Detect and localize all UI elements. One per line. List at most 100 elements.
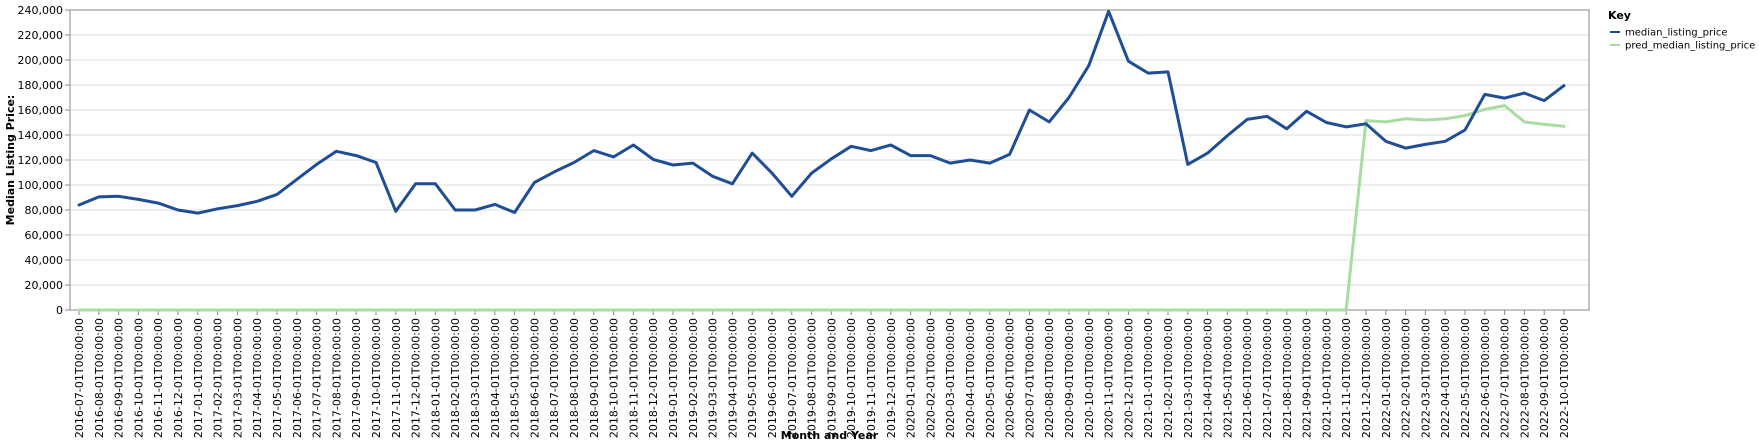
x-tick-label: 2019-09-01T00:00:00 <box>825 318 838 438</box>
x-tick-label: 2017-01-01T00:00:00 <box>192 318 205 438</box>
x-tick-label: 2022-04-01T00:00:00 <box>1439 318 1452 438</box>
x-tick-label: 2016-07-01T00:00:00 <box>73 318 86 438</box>
x-tick-label: 2018-04-01T00:00:00 <box>489 318 502 438</box>
x-tick-label: 2019-10-01T00:00:00 <box>845 318 858 438</box>
x-tick-label: 2020-08-01T00:00:00 <box>1043 318 1056 438</box>
x-tick-label: 2022-08-01T00:00:00 <box>1518 318 1531 438</box>
axes: 0 20,000 40,000 60,000 80,000 100,000 120,000 1… <box>18 4 1590 438</box>
series-line-median-listing-price <box>77 9 1566 215</box>
x-tick-label: 2019-05-01T00:00:00 <box>746 318 759 438</box>
legend-label: median_listing_price <box>1625 28 1728 39</box>
x-tick-label: 2019-07-01T00:00:00 <box>786 318 799 438</box>
y-tick-label: 40,000 <box>25 254 64 267</box>
x-tick-label: 2020-07-01T00:00:00 <box>1023 318 1036 438</box>
x-tick-label: 2021-09-01T00:00:00 <box>1301 318 1314 438</box>
x-tick-label: 2021-11-01T00:00:00 <box>1340 318 1353 438</box>
x-tick-label: 2020-12-01T00:00:00 <box>1122 318 1135 438</box>
x-tick-label: 2021-06-01T00:00:00 <box>1241 318 1254 438</box>
x-tick-label: 2016-08-01T00:00:00 <box>93 318 106 438</box>
x-tick-label: 2020-01-01T00:00:00 <box>905 318 918 438</box>
x-tick-label: 2017-06-01T00:00:00 <box>291 318 304 438</box>
x-tick-label: 2021-05-01T00:00:00 <box>1221 318 1234 438</box>
x-tick-label: 2022-09-01T00:00:00 <box>1538 318 1551 438</box>
x-tick-label: 2017-02-01T00:00:00 <box>212 318 225 438</box>
x-tick-label: 2019-01-01T00:00:00 <box>667 318 680 438</box>
x-tick-label: 2020-02-01T00:00:00 <box>924 318 937 438</box>
x-tick-label: 2017-04-01T00:00:00 <box>251 318 264 438</box>
y-tick-label: 200,000 <box>18 54 64 67</box>
x-tick-label: 2018-05-01T00:00:00 <box>509 318 522 438</box>
y-tick-label: 240,000 <box>18 4 64 17</box>
x-tick-label: 2020-04-01T00:00:00 <box>964 318 977 438</box>
x-tick-label: 2017-05-01T00:00:00 <box>271 318 284 438</box>
x-tick-label: 2020-05-01T00:00:00 <box>984 318 997 438</box>
x-tick-label: 2022-02-01T00:00:00 <box>1400 318 1413 438</box>
x-tick-label: 2022-10-01T00:00:00 <box>1558 318 1571 438</box>
x-tick-label: 2016-11-01T00:00:00 <box>152 318 165 438</box>
y-tick-label: 20,000 <box>25 279 64 292</box>
x-tick-label: 2021-03-01T00:00:00 <box>1182 318 1195 438</box>
x-tick-label: 2019-11-01T00:00:00 <box>865 318 878 438</box>
x-tick-label: 2020-09-01T00:00:00 <box>1063 318 1076 438</box>
y-tick-label: 180,000 <box>18 79 64 92</box>
x-tick-label: 2021-10-01T00:00:00 <box>1320 318 1333 438</box>
x-tick-label: 2021-04-01T00:00:00 <box>1202 318 1215 438</box>
x-tick-label: 2018-06-01T00:00:00 <box>528 318 541 438</box>
x-tick-label: 2020-11-01T00:00:00 <box>1103 318 1116 438</box>
x-tick-label: 2016-10-01T00:00:00 <box>132 318 145 438</box>
x-tick-label: 2017-08-01T00:00:00 <box>330 318 343 438</box>
legend: Key median_listing_price pred_median_list… <box>1608 9 1755 52</box>
x-tick-label: 2022-01-01T00:00:00 <box>1380 318 1393 438</box>
x-tick-label: 2019-02-01T00:00:00 <box>687 318 700 438</box>
x-tick-label: 2017-11-01T00:00:00 <box>390 318 403 438</box>
x-tick-label: 2021-12-01T00:00:00 <box>1360 318 1373 438</box>
x-tick-label: 2022-05-01T00:00:00 <box>1459 318 1472 438</box>
x-tick-label: 2018-09-01T00:00:00 <box>588 318 601 438</box>
x-tick-label: 2017-12-01T00:00:00 <box>410 318 423 438</box>
x-tick-label: 2017-03-01T00:00:00 <box>231 318 244 438</box>
y-axis-title: Median Listing Price: <box>4 95 17 226</box>
x-tick-label: 2019-12-01T00:00:00 <box>885 318 898 438</box>
x-tick-label: 2018-12-01T00:00:00 <box>647 318 660 438</box>
y-tick-label: 60,000 <box>25 229 64 242</box>
x-tick-label: 2016-09-01T00:00:00 <box>113 318 126 438</box>
x-tick-label: 2017-09-01T00:00:00 <box>350 318 363 438</box>
y-tick-label: 120,000 <box>18 154 64 167</box>
legend-title: Key <box>1608 9 1631 22</box>
series-lines <box>77 9 1566 312</box>
x-tick-label: 2019-06-01T00:00:00 <box>766 318 779 438</box>
x-tick-label: 2020-10-01T00:00:00 <box>1083 318 1096 438</box>
y-tick-label: 80,000 <box>25 204 64 217</box>
x-tick-label: 2021-07-01T00:00:00 <box>1261 318 1274 438</box>
y-tick-label: 160,000 <box>18 104 64 117</box>
y-tick-label: 100,000 <box>18 179 64 192</box>
legend-label: pred_median_listing_price <box>1625 41 1755 52</box>
x-tick-label: 2021-08-01T00:00:00 <box>1281 318 1294 438</box>
x-tick-label: 2018-10-01T00:00:00 <box>608 318 621 438</box>
x-tick-label: 2022-06-01T00:00:00 <box>1479 318 1492 438</box>
x-tick-label: 2018-02-01T00:00:00 <box>449 318 462 438</box>
x-tick-label: 2019-03-01T00:00:00 <box>707 318 720 438</box>
legend-items: median_listing_price pred_median_listing_… <box>1610 28 1755 52</box>
x-tick-label: 2022-03-01T00:00:00 <box>1419 318 1432 438</box>
x-tick-label: 2021-02-01T00:00:00 <box>1162 318 1175 438</box>
x-tick-label: 2018-11-01T00:00:00 <box>627 318 640 438</box>
x-tick-label: 2018-03-01T00:00:00 <box>469 318 482 438</box>
x-tick-label: 2016-12-01T00:00:00 <box>172 318 185 438</box>
y-tick-label: 0 <box>56 304 63 317</box>
x-tick-label: 2019-04-01T00:00:00 <box>726 318 739 438</box>
x-axis-title: Month and Year <box>781 429 879 442</box>
x-tick-label: 2022-07-01T00:00:00 <box>1499 318 1512 438</box>
x-tick-label: 2021-01-01T00:00:00 <box>1142 318 1155 438</box>
x-tick-label: 2019-08-01T00:00:00 <box>806 318 819 438</box>
x-tick-label: 2018-01-01T00:00:00 <box>429 318 442 438</box>
y-tick-label: 140,000 <box>18 129 64 142</box>
x-tick-label: 2018-08-01T00:00:00 <box>568 318 581 438</box>
x-tick-label: 2020-06-01T00:00:00 <box>1004 318 1017 438</box>
x-tick-label: 2020-03-01T00:00:00 <box>944 318 957 438</box>
x-tick-label: 2018-07-01T00:00:00 <box>548 318 561 438</box>
x-tick-label: 2017-10-01T00:00:00 <box>370 318 383 438</box>
y-tick-label: 220,000 <box>18 29 64 42</box>
series-line-pred-median-listing-price <box>77 104 1566 312</box>
